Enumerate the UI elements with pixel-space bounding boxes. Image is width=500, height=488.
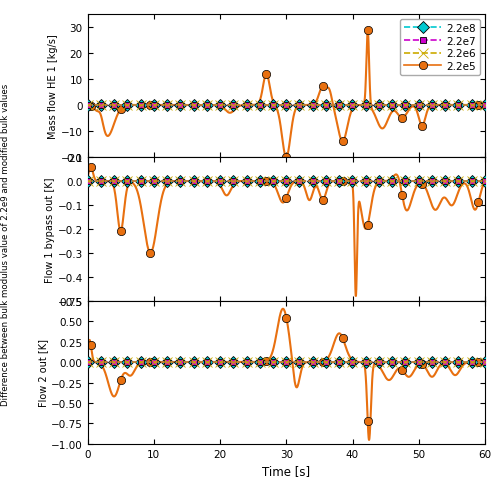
- Y-axis label: Mass flow HE 1 [kg/s]: Mass flow HE 1 [kg/s]: [48, 34, 58, 139]
- Y-axis label: Flow 2 out [K]: Flow 2 out [K]: [38, 339, 48, 407]
- X-axis label: Time [s]: Time [s]: [262, 465, 310, 477]
- Text: Difference between bulk modulus value of 2.2e9 and modified bulk values: Difference between bulk modulus value of…: [2, 83, 11, 405]
- Y-axis label: Flow 1 bypass out [K]: Flow 1 bypass out [K]: [44, 177, 54, 282]
- Legend: 2.2e8, 2.2e7, 2.2e6, 2.2e5: 2.2e8, 2.2e7, 2.2e6, 2.2e5: [400, 20, 480, 76]
